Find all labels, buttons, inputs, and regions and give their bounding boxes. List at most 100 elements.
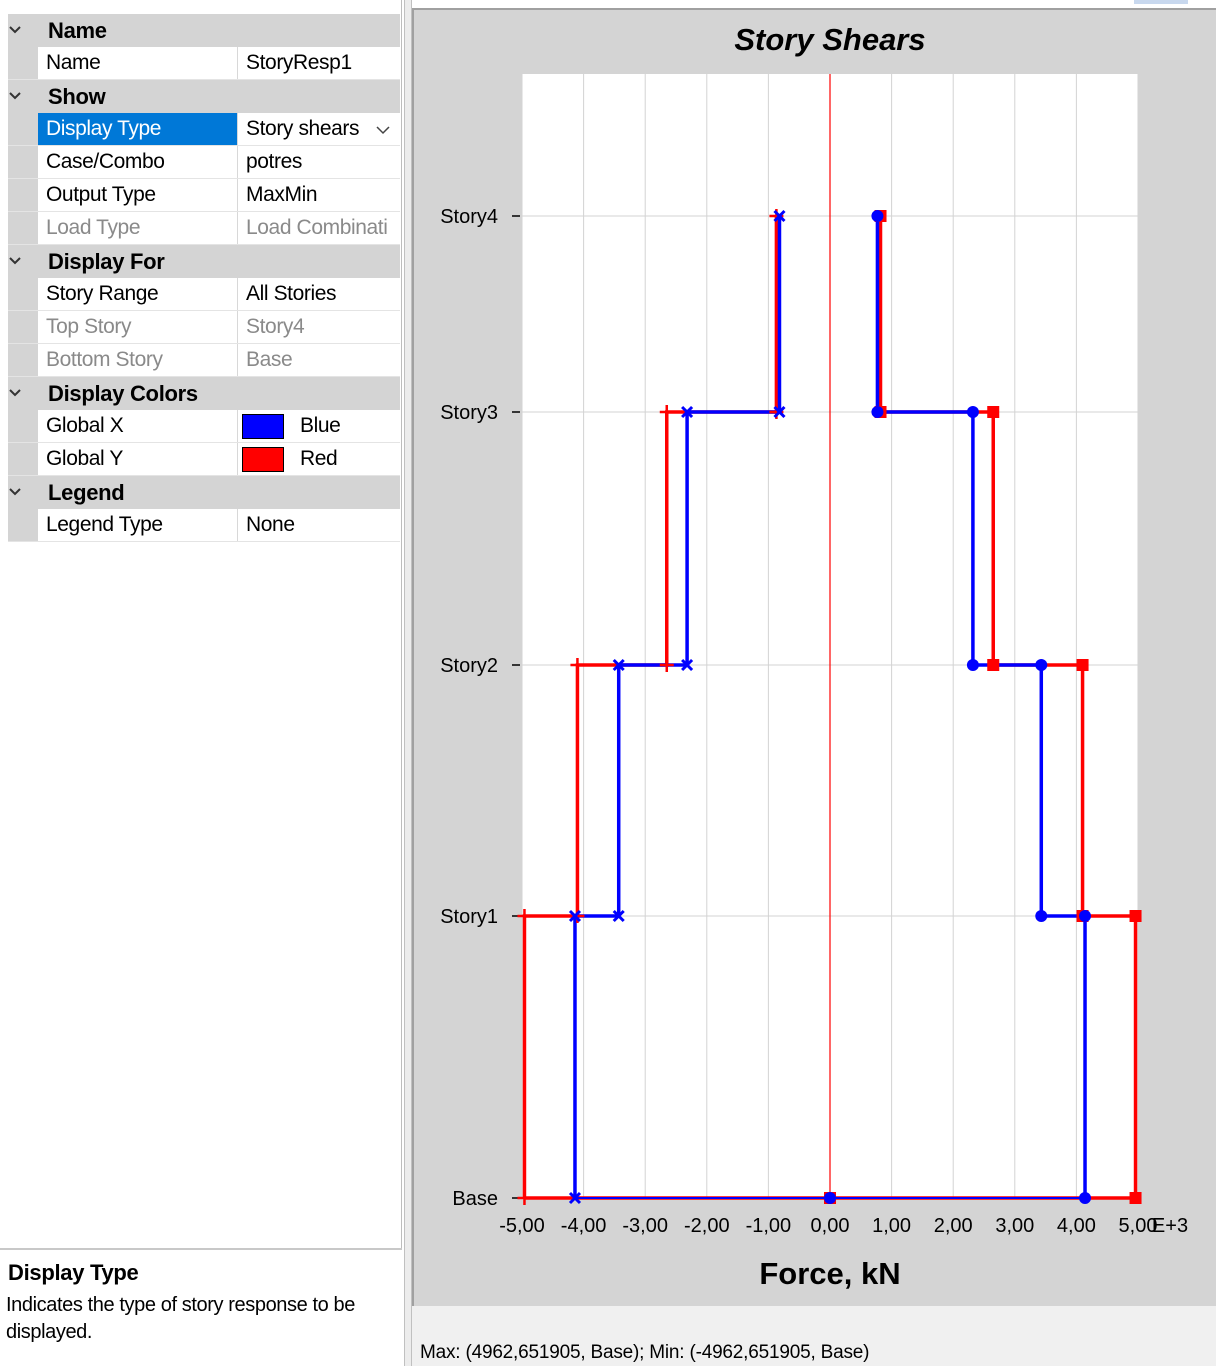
- property-value[interactable]: potres: [238, 146, 400, 178]
- property-value[interactable]: MaxMin: [238, 179, 400, 211]
- color-name: Red: [300, 447, 338, 470]
- category-label: Show: [48, 83, 106, 109]
- story-label: Story2: [440, 655, 498, 677]
- property-name[interactable]: Case/Combo: [38, 146, 238, 178]
- story-shears-chart: Story Shears Base Story1 Story2 Story3 Story4…: [440, 22, 1188, 1291]
- color-swatch[interactable]: [242, 447, 284, 472]
- property-name[interactable]: Story Range: [38, 278, 238, 310]
- point-marker-square: [987, 406, 1000, 418]
- property-grid: Name Name StoryResp1 Show Display Type Story …: [8, 14, 400, 542]
- property-row-top-story[interactable]: Top Story Story4: [8, 311, 400, 344]
- story-label: Story4: [440, 206, 498, 228]
- row-gutter: [8, 344, 38, 376]
- chevron-down-icon[interactable]: [4, 85, 26, 107]
- chart-title: Story Shears: [734, 22, 925, 57]
- category-display-for[interactable]: Display For: [8, 245, 400, 278]
- point-marker-square: [1129, 910, 1142, 922]
- story-label: Base: [452, 1188, 498, 1210]
- chevron-down-icon[interactable]: [4, 19, 26, 41]
- property-grid-panel: Name Name StoryResp1 Show Display Type Story …: [0, 0, 402, 1366]
- panel-splitter[interactable]: [404, 0, 412, 1366]
- x-tick-label: -2,00: [684, 1215, 730, 1237]
- property-name[interactable]: Global Y: [38, 443, 238, 475]
- category-label: Name: [48, 17, 107, 43]
- property-value[interactable]: Story shears: [238, 113, 400, 145]
- point-marker-x: [681, 405, 694, 419]
- property-value[interactable]: StoryResp1: [238, 47, 400, 79]
- property-name[interactable]: Bottom Story: [38, 344, 238, 376]
- x-tick-label: 0,00: [811, 1215, 850, 1237]
- point-marker-circle: [1079, 910, 1092, 922]
- property-value: Load Combinati: [238, 212, 400, 244]
- property-value-text: StoryResp1: [246, 51, 352, 74]
- property-row-load-type[interactable]: Load Type Load Combinati: [8, 212, 400, 245]
- point-marker-x: [568, 1191, 582, 1205]
- point-marker-plus: [517, 1191, 532, 1205]
- chevron-down-icon[interactable]: [4, 481, 26, 503]
- chart-panel: Story Shears Base Story1 Story2 Story3 Story4…: [412, 8, 1216, 1306]
- row-gutter: [8, 212, 38, 244]
- point-marker-circle: [1035, 910, 1048, 922]
- chevron-down-icon[interactable]: [4, 382, 26, 404]
- point-marker-circle: [1079, 1192, 1092, 1204]
- property-row-name[interactable]: Name StoryResp1: [8, 47, 400, 80]
- category-show[interactable]: Show: [8, 80, 400, 113]
- property-value[interactable]: None: [238, 509, 400, 541]
- property-name[interactable]: Global X: [38, 410, 238, 442]
- property-row-display-type[interactable]: Display Type Story shears: [8, 113, 400, 146]
- point-marker-square: [1076, 659, 1089, 671]
- point-marker-circle: [824, 1192, 836, 1204]
- status-bar: Max: (4962,651905, Base); Min: (-4962,65…: [412, 1306, 1216, 1366]
- property-value-text: Story4: [246, 315, 305, 338]
- dropdown-chevron-icon[interactable]: [372, 121, 394, 139]
- x-tick-label: -1,00: [746, 1215, 792, 1237]
- x-tick-label: 5,00: [1119, 1215, 1158, 1237]
- property-value-text: None: [246, 513, 295, 536]
- point-marker-circle: [871, 210, 884, 222]
- row-gutter: [8, 509, 38, 541]
- row-gutter: [8, 146, 38, 178]
- property-name[interactable]: Name: [38, 47, 238, 79]
- property-name[interactable]: Top Story: [38, 311, 238, 343]
- x-tick-label: 4,00: [1057, 1215, 1096, 1237]
- window-edge-highlight: [1134, 0, 1188, 4]
- category-display-colors[interactable]: Display Colors: [8, 377, 400, 410]
- x-tick-label: -5,00: [499, 1215, 545, 1237]
- point-marker-x: [568, 909, 582, 923]
- row-gutter: [8, 278, 38, 310]
- category-legend[interactable]: Legend: [8, 476, 400, 509]
- property-value[interactable]: All Stories: [238, 278, 400, 310]
- property-name[interactable]: Display Type: [38, 113, 238, 145]
- point-marker-circle: [966, 406, 979, 418]
- property-value: Base: [238, 344, 400, 376]
- property-name[interactable]: Load Type: [38, 212, 238, 244]
- point-marker-plus: [570, 658, 585, 672]
- help-title: Display Type: [8, 1260, 139, 1285]
- property-value[interactable]: Red: [238, 443, 400, 475]
- color-name: Blue: [300, 414, 341, 437]
- property-name[interactable]: Output Type: [38, 179, 238, 211]
- category-label: Display For: [48, 248, 165, 274]
- property-row-bottom-story[interactable]: Bottom Story Base: [8, 344, 400, 377]
- property-value[interactable]: Blue: [238, 410, 400, 442]
- property-row-output-type[interactable]: Output Type MaxMin: [8, 179, 400, 212]
- property-value-text: All Stories: [246, 282, 337, 305]
- property-value-text: potres: [246, 150, 302, 173]
- category-name[interactable]: Name: [8, 14, 400, 47]
- x-tick-label: 3,00: [995, 1215, 1034, 1237]
- property-value-text: Story shears: [246, 117, 360, 140]
- property-name[interactable]: Legend Type: [38, 509, 238, 541]
- chevron-down-icon[interactable]: [4, 250, 26, 272]
- property-row-story-range[interactable]: Story Range All Stories: [8, 278, 400, 311]
- point-marker-circle: [966, 659, 979, 671]
- row-gutter: [8, 179, 38, 211]
- property-row-global-y[interactable]: Global Y Red: [8, 443, 400, 476]
- category-label: Display Colors: [48, 380, 198, 406]
- color-swatch[interactable]: [242, 414, 284, 439]
- point-marker-x: [681, 658, 694, 672]
- property-row-case-combo[interactable]: Case/Combo potres: [8, 146, 400, 179]
- point-marker-plus: [517, 909, 532, 923]
- property-row-legend-type[interactable]: Legend Type None: [8, 509, 400, 542]
- point-marker-plus: [659, 405, 674, 419]
- property-row-global-x[interactable]: Global X Blue: [8, 410, 400, 443]
